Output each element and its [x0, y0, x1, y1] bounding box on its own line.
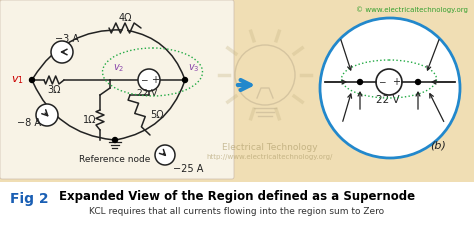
- Text: KCL requires that all currents flowing into the region sum to Zero: KCL requires that all currents flowing i…: [90, 207, 384, 216]
- Circle shape: [357, 79, 363, 85]
- Text: Expanded View of the Region defined as a Supernode: Expanded View of the Region defined as a…: [59, 190, 415, 203]
- Text: 1Ω: 1Ω: [83, 115, 97, 125]
- Text: http://www.electricaltechnology.org/: http://www.electricaltechnology.org/: [207, 154, 333, 160]
- Text: +: +: [151, 75, 159, 85]
- Circle shape: [138, 69, 160, 91]
- Text: (b): (b): [430, 141, 446, 151]
- Text: 22 V: 22 V: [376, 95, 400, 105]
- Circle shape: [155, 145, 175, 165]
- Text: $v_3$: $v_3$: [188, 62, 200, 74]
- FancyBboxPatch shape: [0, 0, 234, 179]
- FancyBboxPatch shape: [0, 182, 474, 237]
- Text: 5Ω: 5Ω: [150, 110, 164, 120]
- Text: Fig 2: Fig 2: [10, 192, 49, 206]
- Text: Electrical Technology: Electrical Technology: [222, 143, 318, 152]
- Text: Reference node: Reference node: [79, 155, 151, 164]
- Text: −: −: [379, 77, 386, 87]
- Circle shape: [182, 77, 188, 82]
- Text: 4Ω: 4Ω: [118, 13, 132, 23]
- Circle shape: [51, 41, 73, 63]
- Circle shape: [29, 77, 35, 82]
- Text: $v_1$: $v_1$: [11, 74, 24, 86]
- Text: 22 V: 22 V: [137, 90, 157, 99]
- Circle shape: [320, 18, 460, 158]
- Circle shape: [416, 79, 420, 85]
- Text: −3 A: −3 A: [55, 34, 79, 44]
- Text: −8 A: −8 A: [17, 118, 41, 128]
- Text: +: +: [392, 77, 400, 87]
- Text: −25 A: −25 A: [173, 164, 203, 174]
- Text: −: −: [139, 76, 147, 85]
- Text: © www.electricaltechnology.org: © www.electricaltechnology.org: [356, 6, 468, 13]
- Text: 3Ω: 3Ω: [47, 85, 61, 95]
- Circle shape: [376, 69, 402, 95]
- Text: $v_2$: $v_2$: [113, 62, 124, 74]
- Circle shape: [36, 104, 58, 126]
- Circle shape: [112, 137, 118, 142]
